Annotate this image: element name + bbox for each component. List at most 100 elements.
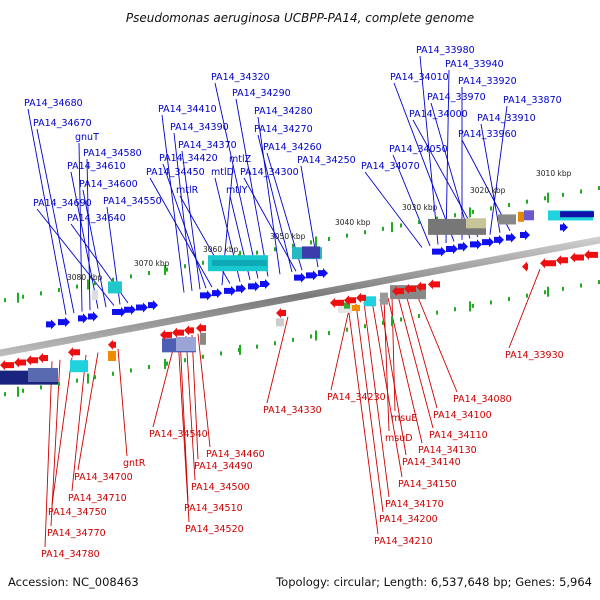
reverse-gene-arrow [556, 255, 568, 266]
gene-label: PA14_34260 [263, 142, 322, 153]
leader-line [173, 132, 193, 291]
gene-label: PA14_34640 [67, 213, 126, 224]
gene-label: PA14_34520 [185, 524, 244, 535]
reverse-gene-arrow [68, 347, 80, 358]
gene-label: PA14_34680 [24, 98, 83, 109]
gene-label: PA14_34750 [48, 507, 107, 518]
gene-label: msuE [391, 413, 417, 424]
leader-line [191, 334, 199, 460]
leader-line [149, 177, 213, 288]
leader-line [36, 208, 115, 306]
leader-line [415, 292, 458, 393]
forward-gene-arrow [432, 246, 446, 257]
reverse-gene-arrow [356, 292, 366, 303]
leader-line [480, 123, 501, 233]
gene-label: PA14_34270 [254, 124, 313, 135]
map-title: Pseudomonas aeruginosa UCBPP-PA14, compl… [126, 11, 474, 25]
leader-line [36, 128, 75, 314]
leader-line [179, 337, 189, 502]
scale-label: 3010 kbp [536, 169, 572, 178]
feature-block [108, 350, 116, 361]
feature-block [176, 337, 196, 352]
feature-block [380, 292, 388, 305]
leader-line [397, 295, 434, 429]
feature-block [498, 214, 516, 225]
reverse-gene-arrow [38, 352, 48, 363]
gene-label: PA14_34780 [41, 549, 100, 560]
gene-label: PA14_34770 [47, 528, 106, 539]
gene-label: PA14_34050 [389, 144, 448, 155]
feature-block [200, 332, 206, 345]
feature-block [108, 281, 122, 294]
leader-line [77, 352, 99, 471]
gene-label: PA14_34210 [374, 536, 433, 547]
forward-gene-arrow [88, 311, 98, 322]
gene-label: gntR [123, 458, 146, 469]
gene-label: PA14_34600 [79, 179, 138, 190]
leader-line [235, 98, 269, 277]
forward-gene-arrow [236, 283, 246, 294]
leader-line [82, 189, 107, 308]
gene-label: PA14_34580 [83, 148, 142, 159]
gene-label: PA14_34670 [33, 118, 92, 129]
feature-block [560, 211, 594, 218]
reverse-gene-arrow [522, 261, 528, 272]
forward-gene-arrow [148, 300, 158, 311]
forward-gene-arrow [46, 319, 56, 330]
gene-label: PA14_34130 [418, 445, 477, 456]
gene-label: PA14_34070 [361, 161, 420, 172]
leader-line [185, 335, 196, 481]
leader-line [243, 177, 297, 272]
forward-gene-arrow [458, 241, 468, 252]
leader-line [355, 303, 384, 513]
reverse-gene-arrow [416, 281, 426, 292]
forward-gene-arrow [78, 313, 88, 324]
forward-gene-arrow [260, 279, 270, 290]
gene-label: msuD [385, 433, 413, 444]
scale-label: 3030 kbp [402, 203, 438, 212]
reverse-gene-arrow [108, 339, 116, 350]
leader-line [330, 304, 351, 391]
leader-line [162, 163, 207, 289]
leader-line [508, 269, 541, 349]
accession-label: Accession: NC_008463 [8, 575, 139, 589]
forward-gene-arrow [212, 288, 222, 299]
forward-gene-arrow [112, 306, 126, 317]
forward-gene-arrow [470, 239, 482, 250]
scale-label: 3050 kbp [270, 232, 306, 241]
feature-block [302, 246, 320, 259]
leader-line [405, 294, 438, 409]
gene-label: PA14_34690 [33, 198, 92, 209]
gene-label: PA14_33910 [477, 113, 536, 124]
gene-label: PA14_34230 [327, 392, 386, 403]
feature-block [70, 360, 88, 373]
gene-label: PA14_34460 [206, 449, 265, 460]
gene-label: PA14_34700 [74, 472, 133, 483]
leader-line [393, 82, 455, 242]
reverse-gene-arrow [172, 327, 184, 338]
forward-gene-arrow [446, 243, 458, 254]
gene-label: PA14_34550 [103, 196, 162, 207]
leader-line [117, 348, 128, 457]
gene-label: PA14_34290 [232, 88, 291, 99]
forward-gene-arrow [248, 281, 260, 292]
leader-line [392, 154, 431, 247]
leader-line [430, 102, 471, 239]
leader-line [266, 316, 289, 404]
reverse-gene-arrow [570, 252, 584, 263]
leader-line [364, 171, 423, 248]
reverse-gene-arrow [428, 279, 440, 290]
feature-block [276, 318, 284, 327]
gene-label: PA14_34420 [159, 153, 218, 164]
gene-label: PA14_34010 [390, 72, 449, 83]
leader-line [51, 357, 73, 506]
leader-line [347, 305, 379, 535]
forward-gene-arrow [506, 232, 516, 243]
leader-line [161, 114, 185, 293]
forward-gene-arrow [560, 222, 568, 233]
scale-label: 3080 kbp [67, 273, 103, 282]
gene-label: PA14_33870 [503, 95, 562, 106]
gene-label: PA14_34150 [398, 479, 457, 490]
gene-label: PA14_33970 [427, 92, 486, 103]
gene-label: PA14_34610 [67, 161, 126, 172]
